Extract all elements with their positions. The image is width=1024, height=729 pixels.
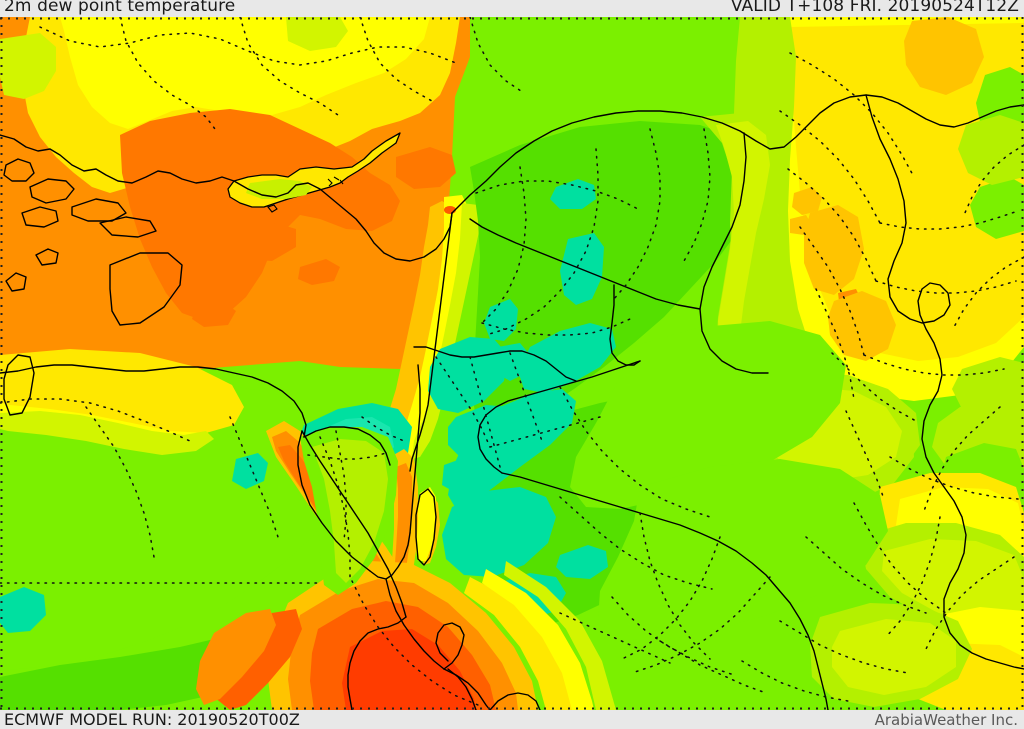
footer-bar: ECMWF MODEL RUN: 20190520T00Z ArabiaWeat… [0, 710, 1024, 729]
model-run-label: ECMWF MODEL RUN: 20190520T00Z [4, 710, 300, 729]
header-bar: 2m dew point temperature VALID T+108 FRI… [0, 0, 1024, 17]
page-title: 2m dew point temperature [4, 0, 236, 16]
dew-point-heatmap [0, 17, 1024, 710]
valid-time-label: VALID T+108 FRI. 20190524T12Z [730, 0, 1019, 16]
map-viewport[interactable] [0, 17, 1024, 710]
provider-credit: ArabiaWeather Inc. [874, 711, 1018, 729]
